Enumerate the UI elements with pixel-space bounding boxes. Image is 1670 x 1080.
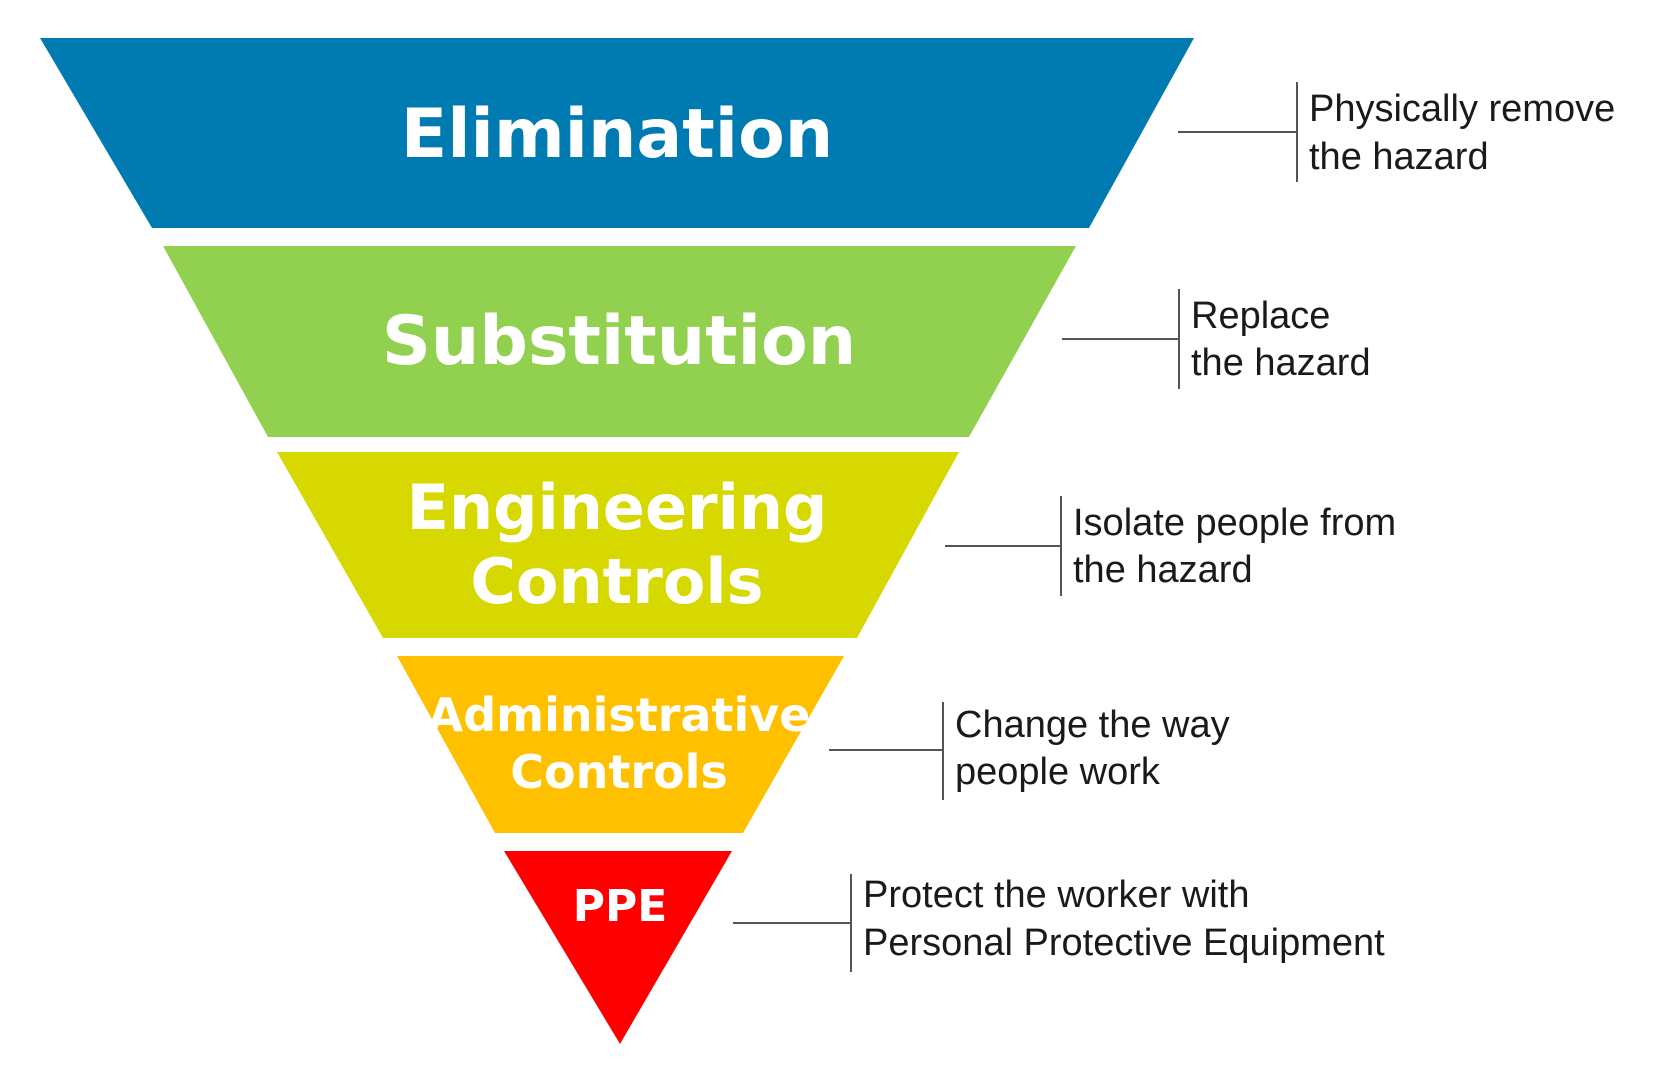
tier-substitution-shape (163, 246, 1076, 437)
tier-elimination-description: Physically remove (1309, 88, 1615, 130)
tier-labels: Elimination Substitution Engineering Con… (382, 95, 856, 932)
tier-elimination-label: Elimination (401, 95, 833, 174)
tier-ppe-label: PPE (573, 881, 668, 932)
tier-administrative-controls-description: Change the way (955, 704, 1230, 746)
tier-elimination-shape (40, 38, 1194, 228)
tier-substitution-label: Substitution (382, 302, 856, 381)
tier-engineering-controls-label-line2: Controls (470, 545, 763, 618)
descriptions: Physically remove the hazard Replace the… (863, 88, 1615, 964)
tier-administrative-controls-label-line2: Controls (510, 745, 728, 799)
connector-substitution (1062, 289, 1180, 389)
tier-substitution-description-line2: the hazard (1191, 342, 1371, 384)
tier-administrative-controls-label: Administrative (428, 688, 811, 742)
connector-ppe (733, 874, 852, 972)
tier-ppe-description-line2: Personal Protective Equipment (863, 922, 1385, 964)
connector-administrative-controls (829, 702, 944, 800)
pyramid-tiers (40, 38, 1194, 1044)
tier-ppe-description: Protect the worker with (863, 874, 1249, 916)
tier-administrative-controls-shape (397, 656, 844, 833)
connector-elimination (1178, 82, 1298, 182)
tier-ppe-shape (504, 851, 732, 1044)
tier-substitution-description: Replace (1191, 295, 1330, 337)
connectors (733, 82, 1298, 972)
tier-engineering-controls-description-line2: the hazard (1073, 549, 1253, 591)
connector-engineering-controls (945, 496, 1062, 596)
tier-engineering-controls-label: Engineering (407, 471, 828, 544)
tier-administrative-controls-description-line2: people work (955, 751, 1161, 793)
tier-elimination-description-line2: the hazard (1309, 136, 1489, 178)
tier-engineering-controls-shape (277, 452, 959, 638)
tier-engineering-controls-description: Isolate people from (1073, 502, 1396, 544)
